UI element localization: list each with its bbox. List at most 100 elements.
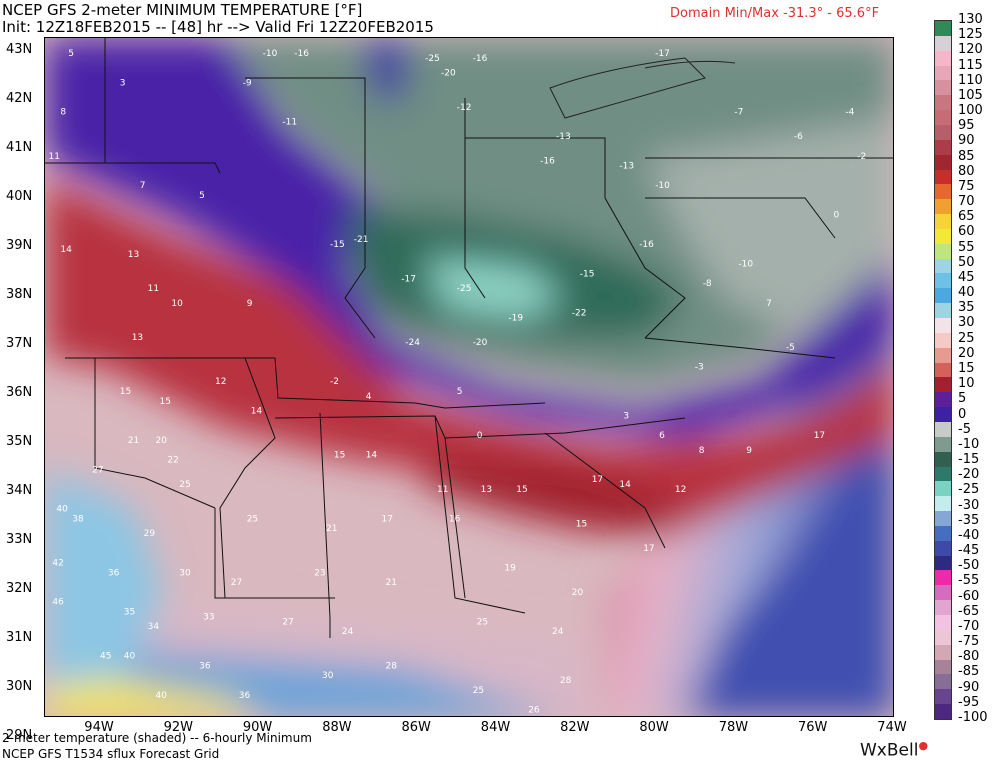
temperature-value: 40 <box>56 505 68 515</box>
temperature-value: 38 <box>72 514 84 524</box>
colorbar-label: 0 <box>958 406 967 422</box>
colorbar-swatch <box>935 511 951 527</box>
temperature-value: 13 <box>481 485 492 495</box>
coldest-teal <box>425 258 565 318</box>
colorbar-swatch <box>935 555 951 571</box>
temperature-value: -13 <box>619 162 634 172</box>
temperature-value: 46 <box>52 598 64 608</box>
colorbar-swatch <box>935 139 951 156</box>
colorbar-label: -10 <box>958 436 980 452</box>
colorbar-swatch <box>935 35 951 52</box>
colorbar-label: 50 <box>958 254 975 270</box>
colorbar-label: 60 <box>958 224 975 240</box>
temperature-value: 24 <box>552 627 564 637</box>
colorbar-swatch <box>935 110 951 126</box>
colorbar-swatch <box>935 421 951 438</box>
colorbar-swatch <box>935 288 951 304</box>
colorbar-swatch <box>935 451 951 468</box>
colorbar-label: -5 <box>958 421 971 437</box>
latitude-label: 29N <box>6 728 33 743</box>
colorbar-swatch <box>935 377 951 393</box>
temperature-value: -2 <box>857 152 866 162</box>
temperature-value: 26 <box>528 706 540 716</box>
longitude-label: 88W <box>322 720 352 735</box>
temperature-value: 20 <box>156 436 168 446</box>
colorbar-label: 90 <box>958 133 975 149</box>
domain-minmax: Domain Min/Max -31.3° - 65.6°F <box>670 6 880 21</box>
temperature-value: -12 <box>457 103 472 113</box>
colorbar-label: 125 <box>958 27 983 43</box>
colorbar-swatch <box>935 600 951 616</box>
temperature-value: -10 <box>263 49 278 59</box>
temperature-value: 11 <box>437 485 448 495</box>
temperature-value: -21 <box>354 235 369 245</box>
map-panel[interactable]: 5 3 8 11 7 5 -10 -16 -9 -11 -25 -20 -16 -12 -13 -16 -13-… <box>44 37 894 717</box>
colorbar-label: 85 <box>958 148 975 164</box>
temperature-value: -17 <box>401 274 416 284</box>
deep-red <box>425 458 685 538</box>
temperature-value: 11 <box>49 152 60 162</box>
colorbar-swatch <box>935 674 951 690</box>
temperature-value: 3 <box>623 412 629 422</box>
temperature-value: 22 <box>167 456 178 466</box>
temperature-value: 15 <box>516 485 527 495</box>
temperature-value: -10 <box>655 181 670 191</box>
colorbar-label: 70 <box>958 194 975 210</box>
colorbar-swatch <box>935 570 951 586</box>
temperature-value: -24 <box>405 338 420 348</box>
latitude-label: 37N <box>6 336 33 351</box>
colorbar-swatch <box>935 184 951 200</box>
colorbar-label: 5 <box>958 391 967 407</box>
colorbar-swatch <box>935 585 951 601</box>
temperature-value: -20 <box>441 69 456 79</box>
red-band <box>45 178 893 538</box>
temperature-value: 14 <box>619 480 631 490</box>
temperature-value: 43 <box>203 715 214 717</box>
colorbar-swatch <box>935 318 951 334</box>
temperature-value: 29 <box>144 529 156 539</box>
temperature-value: 5 <box>68 49 74 59</box>
colorbar-swatch <box>935 80 951 96</box>
longitude-label: 78W <box>718 720 749 735</box>
colorbar-label: -60 <box>958 588 980 604</box>
colorbar-swatch <box>935 615 951 631</box>
colorbar-label: -55 <box>958 573 980 589</box>
temperature-value: 20 <box>572 588 584 598</box>
temperature-value: -15 <box>330 240 345 250</box>
temperature-value: 0 <box>477 431 483 441</box>
temperature-value: 30 <box>322 671 334 681</box>
longitude-label: 84W <box>480 720 511 735</box>
temperature-value: -10 <box>738 260 753 270</box>
lake-michigan-purple <box>365 38 405 98</box>
temperature-value: 25 <box>247 514 258 524</box>
temperature-value: 42 <box>52 559 63 569</box>
latitude-label: 30N <box>6 679 33 694</box>
colorbar-swatch <box>935 50 951 67</box>
colorbar-swatch <box>935 481 951 497</box>
colorbar-label: -15 <box>958 452 980 468</box>
colorbar-label: -25 <box>958 482 980 498</box>
temperature-value: -3 <box>695 363 704 373</box>
colorbar-swatch <box>935 362 951 378</box>
colorbar-label: 40 <box>958 285 975 301</box>
latitude-label: 41N <box>6 140 33 155</box>
temperature-value: -20 <box>473 338 488 348</box>
wxbell-logo: WxBell● <box>860 739 928 761</box>
colorbar-swatch <box>935 273 951 289</box>
longitude-label: 80W <box>639 720 669 735</box>
temperature-value: 28 <box>386 661 398 671</box>
colorbar-label: 120 <box>958 42 983 58</box>
colorbar-label: -70 <box>958 618 980 634</box>
colorbar-label: 110 <box>958 72 983 88</box>
temperature-value: 14 <box>366 451 378 461</box>
temperature-value: -25 <box>457 284 472 294</box>
temperature-value: -2 <box>330 377 339 387</box>
colorbar-label: 35 <box>958 300 975 316</box>
temperature-value: 9 <box>746 446 752 456</box>
colorbar-swatch <box>935 629 951 646</box>
colorbar-label: 45 <box>958 269 975 285</box>
colorbar-label: -100 <box>958 710 988 725</box>
latitude-label: 43N <box>6 42 33 57</box>
